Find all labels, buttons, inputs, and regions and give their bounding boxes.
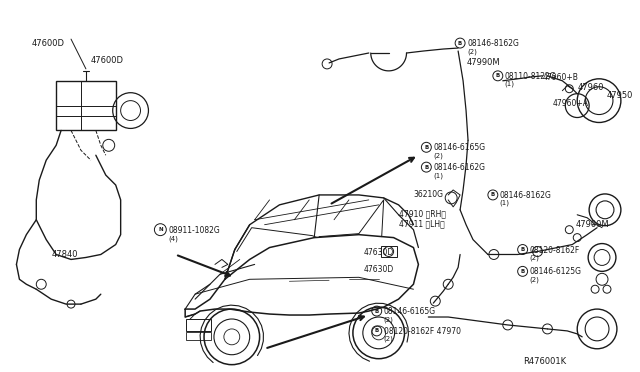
Text: (2): (2) (467, 48, 477, 55)
Bar (186, 319, 211, 331)
Text: R476001K: R476001K (523, 357, 566, 366)
Text: N: N (158, 227, 163, 232)
Text: 08146-6162G: 08146-6162G (433, 163, 485, 172)
Text: B: B (374, 328, 379, 333)
Text: (2): (2) (529, 254, 540, 261)
Text: 47630D: 47630D (364, 247, 394, 257)
Text: (1): (1) (505, 81, 515, 87)
Text: 47900M: 47900M (575, 220, 609, 229)
Text: 47960+A: 47960+A (552, 99, 588, 108)
Text: 47990M: 47990M (467, 58, 500, 67)
Text: 47960: 47960 (577, 83, 604, 92)
Text: B: B (496, 73, 500, 78)
Bar (381, 246, 397, 257)
Text: 08146-6125G: 08146-6125G (529, 267, 582, 276)
Text: B: B (458, 41, 462, 46)
Text: 08110-8122G: 08110-8122G (505, 72, 556, 81)
Text: 47840: 47840 (51, 250, 77, 259)
Text: B: B (520, 247, 525, 252)
Text: 08120-8162F 47970: 08120-8162F 47970 (383, 327, 461, 336)
Text: 47950: 47950 (607, 91, 634, 100)
Text: 08911-1082G: 08911-1082G (168, 226, 220, 235)
Text: (2): (2) (383, 336, 394, 342)
Text: 08146-6165G: 08146-6165G (383, 307, 436, 316)
Text: B: B (520, 269, 525, 274)
Text: 47910 〈RH〉: 47910 〈RH〉 (399, 210, 445, 219)
Text: 08146-8162G: 08146-8162G (500, 191, 552, 200)
Bar (56, 81, 116, 131)
Text: (2): (2) (383, 316, 394, 323)
Text: 08146-6165G: 08146-6165G (433, 143, 485, 152)
Text: (1): (1) (500, 200, 510, 206)
Text: 08120-8162F: 08120-8162F (529, 246, 580, 254)
Text: (2): (2) (529, 276, 540, 283)
Text: (1): (1) (433, 172, 444, 179)
Text: 47911 〈LH〉: 47911 〈LH〉 (399, 220, 444, 229)
Text: 47600D: 47600D (31, 39, 65, 48)
Bar (186, 332, 211, 340)
Text: B: B (491, 192, 495, 198)
Text: 47630D: 47630D (364, 265, 394, 275)
Text: B: B (374, 308, 379, 314)
Text: B: B (424, 165, 429, 170)
Text: B: B (424, 145, 429, 150)
Text: (4): (4) (168, 235, 178, 242)
Text: 47600D: 47600D (91, 56, 124, 65)
Text: 47960+B: 47960+B (543, 73, 579, 82)
Text: 08146-8162G: 08146-8162G (467, 39, 519, 48)
Text: 36210G: 36210G (413, 190, 444, 199)
Text: (2): (2) (433, 152, 443, 159)
